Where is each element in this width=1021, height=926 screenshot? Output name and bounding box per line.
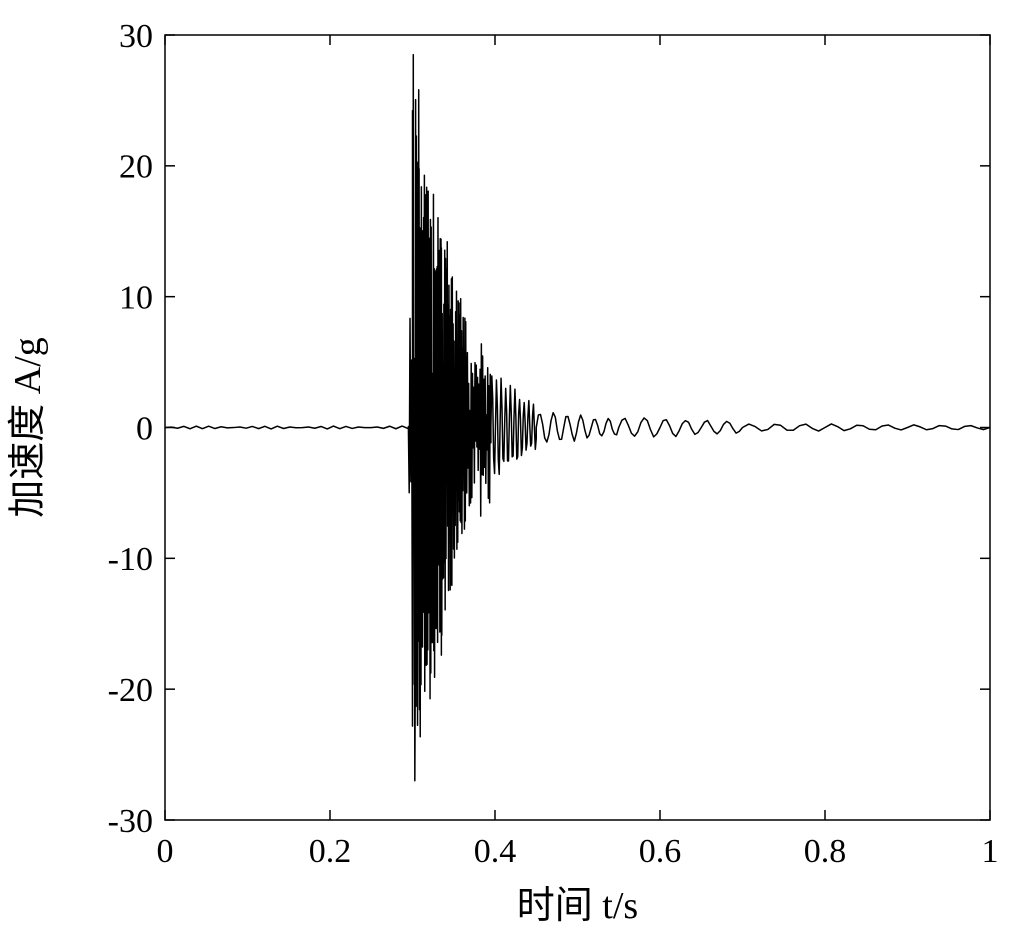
x-tick-label: 0.2 (309, 833, 352, 870)
acceleration-time-chart: 0 0.2 0.4 0.6 0.8 1 -30 -20 -10 0 10 20 30 时间 t/s 加速度 … (0, 0, 1021, 926)
y-tick-label: 30 (119, 18, 153, 55)
y-tick-label: -20 (108, 672, 153, 709)
x-tick-label: 0 (157, 833, 174, 870)
x-axis-label: 时间 t/s (517, 885, 638, 926)
y-tick-label: 20 (119, 149, 153, 186)
y-tick-label: 0 (136, 410, 153, 447)
y-tick-label: -10 (108, 541, 153, 578)
y-tick-label: -30 (108, 803, 153, 840)
y-axis-label: 加速度 A/g (7, 337, 49, 518)
chart-container: 0 0.2 0.4 0.6 0.8 1 -30 -20 -10 0 10 20 30 时间 t/s 加速度 … (0, 0, 1021, 926)
x-tick-label: 0.8 (804, 833, 847, 870)
x-tick-label: 0.4 (474, 833, 517, 870)
y-tick-label: 10 (119, 280, 153, 317)
x-tick-label: 1 (982, 833, 999, 870)
x-tick-label: 0.6 (639, 833, 682, 870)
